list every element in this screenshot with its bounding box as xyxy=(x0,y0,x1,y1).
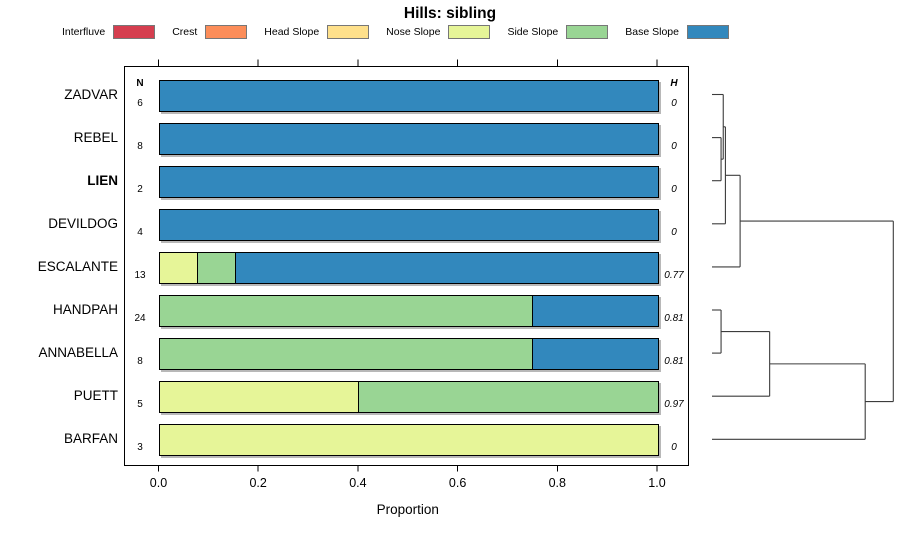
bar-segment-base xyxy=(159,166,658,197)
legend-swatch-nose xyxy=(448,25,491,39)
h-value: 0.77 xyxy=(664,269,684,281)
n-value: 2 xyxy=(137,183,143,195)
bar-segment-side xyxy=(159,296,534,326)
h-value: 0 xyxy=(671,140,677,152)
n-value: 13 xyxy=(134,269,146,281)
bar-segment-side xyxy=(197,252,237,283)
legend-swatch-side xyxy=(566,25,609,39)
y-label-zadvar: ZADVAR xyxy=(64,86,118,102)
legend: Interfluve Crest Head Slope Nose Slope Side … xyxy=(62,25,729,39)
x-tick-label: 0.0 xyxy=(149,476,168,490)
y-label-lien: LIEN xyxy=(87,172,118,188)
legend-item-crest: Crest xyxy=(172,25,248,39)
legend-swatch-head xyxy=(327,25,370,39)
h-value: 0.81 xyxy=(664,313,684,324)
bar-segment-nose xyxy=(159,425,658,456)
legend-item-interfluve: Interfluve xyxy=(62,25,156,39)
bar-row-lien xyxy=(158,165,659,198)
y-label-barfan: BARFAN xyxy=(63,431,118,447)
legend-label: Base Slope xyxy=(625,26,679,38)
n-column-header: N xyxy=(136,78,144,89)
bar-row-handpah xyxy=(158,295,659,327)
h-value: 0 xyxy=(671,183,677,195)
legend-label: Interfluve xyxy=(62,26,106,38)
legend-item-head: Head Slope xyxy=(264,25,370,39)
h-value: 0 xyxy=(671,442,677,454)
legend-label: Nose Slope xyxy=(386,26,441,38)
x-tick-label: 0.8 xyxy=(548,476,566,490)
x-tick-label: 0.4 xyxy=(349,476,367,490)
n-value: 3 xyxy=(137,442,143,454)
bar-segment-nose xyxy=(159,252,198,283)
legend-item-base: Base Slope xyxy=(625,25,729,39)
bar-row-zadvar xyxy=(158,79,659,112)
bar-row-devildog xyxy=(158,208,659,241)
bar-row-puett xyxy=(158,381,659,414)
legend-swatch-base xyxy=(686,25,729,39)
h-value: 0.81 xyxy=(664,356,684,368)
h-value: 0.97 xyxy=(664,399,684,411)
n-value: 8 xyxy=(137,140,143,152)
bar-segment-side xyxy=(159,339,534,370)
y-label-annabella: ANNABELLA xyxy=(38,345,118,361)
h-column-header: H xyxy=(670,78,678,89)
chart-title: Hills: sibling xyxy=(403,5,497,22)
x-tick-label: 1.0 xyxy=(648,476,666,490)
n-value: 6 xyxy=(137,97,143,109)
bar-segment-base xyxy=(533,296,658,326)
x-tick-label: 0.6 xyxy=(448,476,467,490)
h-value: 0 xyxy=(671,226,677,238)
h-value: 0 xyxy=(671,97,677,109)
bar-row-barfan xyxy=(158,424,659,457)
bar-row-rebel xyxy=(158,122,659,155)
bar-segment-base xyxy=(236,252,658,283)
n-value: 8 xyxy=(137,356,143,368)
y-label-devildog: DEVILDOG xyxy=(48,215,118,231)
x-axis-title: Proportion xyxy=(376,502,439,517)
bar-segment-base xyxy=(533,339,658,370)
bar-row-annabella xyxy=(158,338,659,371)
legend-label: Head Slope xyxy=(264,26,320,38)
legend-swatch-interfluve xyxy=(113,25,156,39)
legend-item-nose: Nose Slope xyxy=(386,25,491,39)
legend-label: Side Slope xyxy=(507,26,559,38)
y-label-escalante: ESCALANTE xyxy=(37,258,118,274)
n-value: 5 xyxy=(137,399,143,411)
n-value: 4 xyxy=(137,226,143,238)
y-label-rebel: REBEL xyxy=(73,129,118,145)
n-value: 24 xyxy=(134,313,146,324)
bar-segment-side xyxy=(358,382,658,413)
bar-row-escalante xyxy=(158,251,659,284)
bar-segment-base xyxy=(159,80,658,111)
bar-segment-nose xyxy=(159,382,359,413)
y-label-handpah: HANDPAH xyxy=(52,302,118,317)
x-tick-label: 0.2 xyxy=(249,476,267,490)
bar-segment-base xyxy=(159,123,658,154)
y-label-puett: PUETT xyxy=(73,388,118,404)
legend-label: Crest xyxy=(172,26,198,38)
legend-item-side: Side Slope xyxy=(507,25,609,39)
legend-swatch-crest xyxy=(205,25,248,39)
bar-segment-base xyxy=(159,209,658,240)
